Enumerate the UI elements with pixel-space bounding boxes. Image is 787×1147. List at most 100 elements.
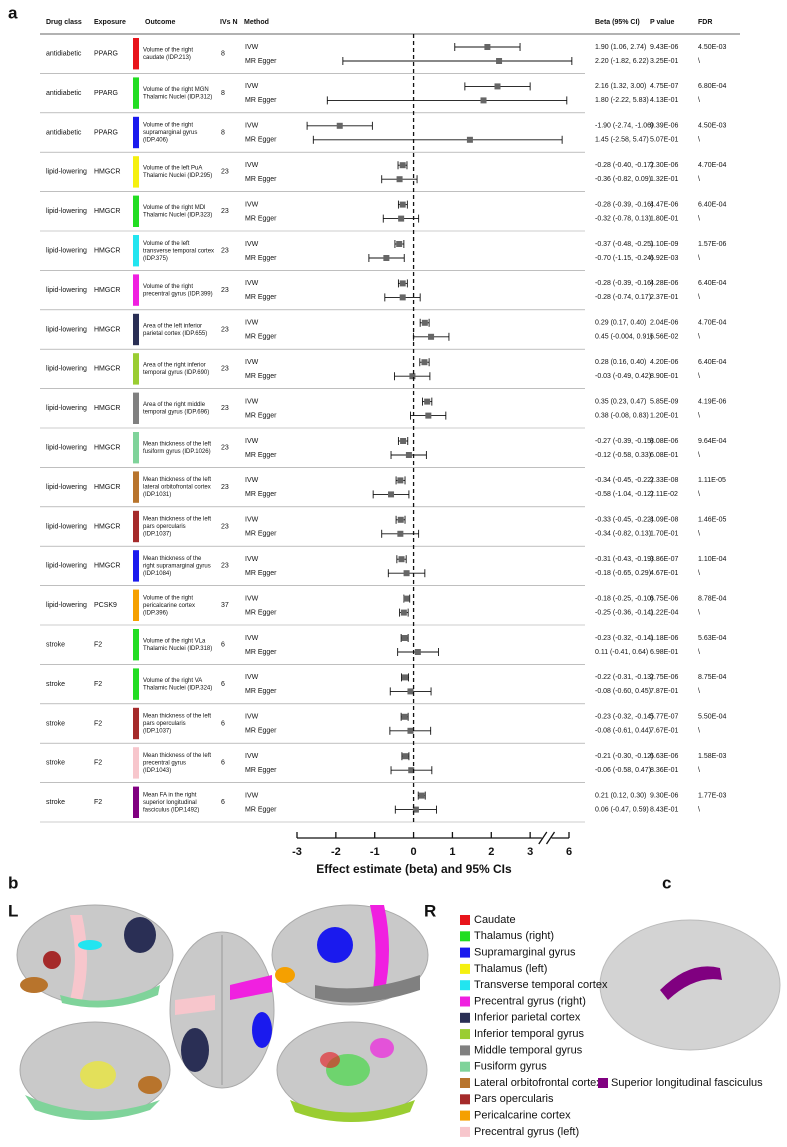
outcome: right supramarginal gyrus (143, 563, 211, 569)
method: IVW (245, 201, 259, 208)
drug-class: stroke (46, 720, 65, 727)
outcome: Mean thickness of the (143, 556, 202, 562)
legend-swatch (460, 963, 470, 974)
legend-label: Middle temporal gyrus (474, 1044, 583, 1056)
legend-label: Inferior parietal cortex (474, 1012, 581, 1024)
beta-marker (403, 570, 410, 577)
method: IVW (245, 635, 259, 642)
p-value: 2.30E-06 (650, 162, 679, 169)
column-header: Beta (95% CI) (595, 19, 640, 26)
beta-ci: 1.80 (-2.22, 5.83) (595, 97, 649, 104)
fdr: 5.50E-04 (698, 714, 727, 721)
ivs: 6 (221, 681, 225, 688)
method: MR Egger (245, 452, 277, 459)
outcome-color (133, 510, 139, 543)
fdr: \ (698, 531, 700, 538)
outcome: Mean thickness of the left (143, 714, 211, 720)
method: MR Egger (245, 137, 277, 144)
method: MR Egger (245, 609, 277, 616)
fdr: \ (698, 255, 700, 262)
beta-ci: -0.28 (-0.39, -0.16) (595, 201, 653, 208)
legend-swatch (460, 980, 470, 991)
outcome: transverse temporal cortex (143, 248, 214, 254)
method: MR Egger (245, 58, 277, 65)
ivs: 37 (221, 602, 229, 609)
fdr: \ (698, 806, 700, 813)
outcome: Volume of the right VLa (143, 639, 206, 645)
beta-ci: 0.21 (0.12, 0.30) (595, 792, 646, 799)
beta-ci: -1.90 (-2.74, -1.06) (595, 123, 653, 130)
fdr: 6.40E-04 (698, 359, 727, 366)
beta-marker (412, 806, 419, 813)
exposure: HMGCR (94, 287, 120, 294)
fdr: \ (698, 491, 700, 498)
fdr: \ (698, 176, 700, 183)
beta-ci: -0.28 (-0.40, -0.17) (595, 162, 653, 169)
method: MR Egger (245, 728, 277, 735)
method: MR Egger (245, 373, 277, 380)
column-header: IVs N (220, 19, 238, 26)
method: IVW (245, 280, 259, 287)
exposure: F2 (94, 760, 102, 767)
fdr: \ (698, 688, 700, 695)
method: IVW (245, 123, 259, 130)
drug-class: lipid-lowering (46, 208, 87, 215)
outcome-color (133, 235, 139, 267)
p-value: 1.20E-01 (650, 412, 679, 419)
beta-ci: 0.38 (-0.08, 0.83) (595, 412, 649, 419)
p-value: 8.08E-06 (650, 438, 679, 445)
outcome: Mean thickness of the left (143, 442, 211, 448)
method: IVW (245, 320, 259, 327)
method: IVW (245, 162, 259, 169)
x-tick-label: -1 (370, 846, 380, 858)
drug-class: lipid-lowering (46, 405, 87, 412)
x-tick-label: -3 (292, 846, 302, 858)
exposure: HMGCR (94, 484, 120, 491)
drug-class: lipid-lowering (46, 563, 87, 570)
axis-break (538, 831, 548, 845)
p-value: 2.11E-02 (650, 491, 678, 498)
beta-marker (428, 333, 435, 340)
outcome-color (133, 38, 139, 70)
ivs: 8 (221, 51, 225, 58)
fdr: \ (698, 412, 700, 419)
x-tick-label: 1 (449, 846, 455, 858)
method: IVW (245, 44, 259, 51)
drug-class: stroke (46, 760, 65, 767)
beta-marker (401, 713, 408, 720)
beta-ci: -0.34 (-0.45, -0.22) (595, 477, 653, 484)
ivs: 23 (221, 366, 229, 373)
legend-label: Inferior temporal gyrus (474, 1028, 585, 1040)
outcome: Thalamic Nuclei (IDP.324) (143, 685, 212, 691)
beta-ci: 0.06 (-0.47, 0.59) (595, 806, 649, 813)
beta-marker (496, 58, 503, 64)
p-value: 4.20E-06 (650, 359, 679, 366)
method: IVW (245, 517, 259, 524)
method: IVW (245, 792, 259, 799)
legend-label: Pars opercularis (474, 1093, 554, 1105)
fdr: 9.64E-04 (698, 438, 727, 445)
fdr: 4.50E-03 (698, 44, 727, 51)
outcome-color (133, 471, 139, 503)
outcome: Volume of the right (143, 48, 193, 54)
outcome: fasciculus (IDP.1492) (143, 807, 199, 813)
ivs: 23 (221, 169, 229, 176)
outcome-color (133, 313, 139, 346)
beta-marker (400, 438, 407, 444)
p-value: 6.63E-06 (650, 753, 679, 760)
beta-marker (402, 674, 409, 681)
drug-class: stroke (46, 681, 65, 688)
legend-swatch (460, 1078, 470, 1088)
column-header: FDR (698, 19, 712, 26)
outcome-color (133, 274, 139, 306)
beta-ci: -0.08 (-0.61, 0.44) (595, 728, 651, 735)
fdr: 1.77E-03 (698, 792, 727, 799)
beta-marker (397, 516, 404, 523)
beta-ci: -0.25 (-0.36, -0.14) (595, 609, 653, 616)
outcome-color (133, 392, 139, 424)
ivs: 23 (221, 248, 229, 255)
outcome: Volume of the left PuA (143, 166, 202, 172)
p-value: 9.43E-06 (650, 44, 679, 51)
p-value: 1.18E-06 (650, 635, 679, 642)
